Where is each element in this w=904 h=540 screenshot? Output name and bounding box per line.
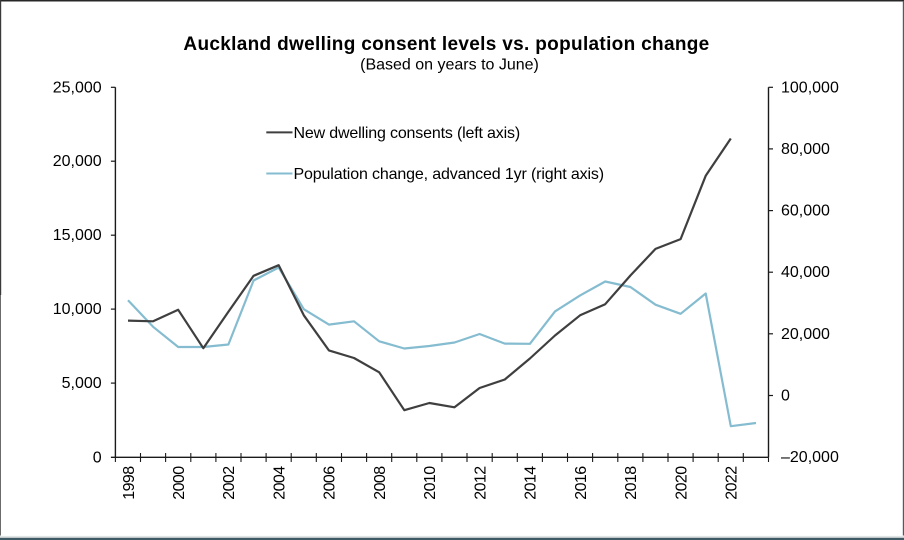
svg-text:–20,000: –20,000	[781, 449, 839, 466]
svg-text:20,000: 20,000	[781, 326, 830, 343]
svg-text:Auckland dwelling consent leve: Auckland dwelling consent levels vs. pop…	[183, 34, 709, 55]
svg-text:60,000: 60,000	[781, 203, 830, 220]
svg-text:0: 0	[93, 449, 102, 466]
svg-text:Population change, advanced 1y: Population change, advanced 1yr (right a…	[294, 166, 604, 183]
svg-text:15,000: 15,000	[53, 227, 102, 244]
svg-text:2016: 2016	[573, 466, 590, 500]
svg-text:0: 0	[781, 388, 790, 405]
svg-text:2020: 2020	[673, 466, 690, 500]
svg-text:5,000: 5,000	[62, 375, 102, 392]
svg-text:2010: 2010	[422, 466, 439, 500]
svg-text:(Based on years to June): (Based on years to June)	[360, 56, 539, 73]
svg-text:2008: 2008	[372, 466, 389, 500]
svg-text:2002: 2002	[221, 466, 238, 500]
svg-text:40,000: 40,000	[781, 264, 830, 281]
svg-text:2000: 2000	[171, 466, 188, 500]
svg-text:2018: 2018	[623, 466, 640, 500]
svg-text:1998: 1998	[121, 466, 138, 500]
svg-text:2014: 2014	[523, 466, 540, 500]
svg-text:2006: 2006	[322, 466, 339, 500]
svg-text:10,000: 10,000	[53, 301, 102, 318]
svg-text:New dwelling consents (left ax: New dwelling consents (left axis)	[294, 125, 520, 142]
svg-text:20,000: 20,000	[53, 153, 102, 170]
svg-text:25,000: 25,000	[53, 79, 102, 96]
svg-text:2012: 2012	[472, 466, 489, 500]
svg-text:2004: 2004	[272, 466, 289, 500]
svg-text:100,000: 100,000	[781, 79, 839, 96]
svg-text:80,000: 80,000	[781, 141, 830, 158]
svg-text:2022: 2022	[724, 466, 741, 500]
